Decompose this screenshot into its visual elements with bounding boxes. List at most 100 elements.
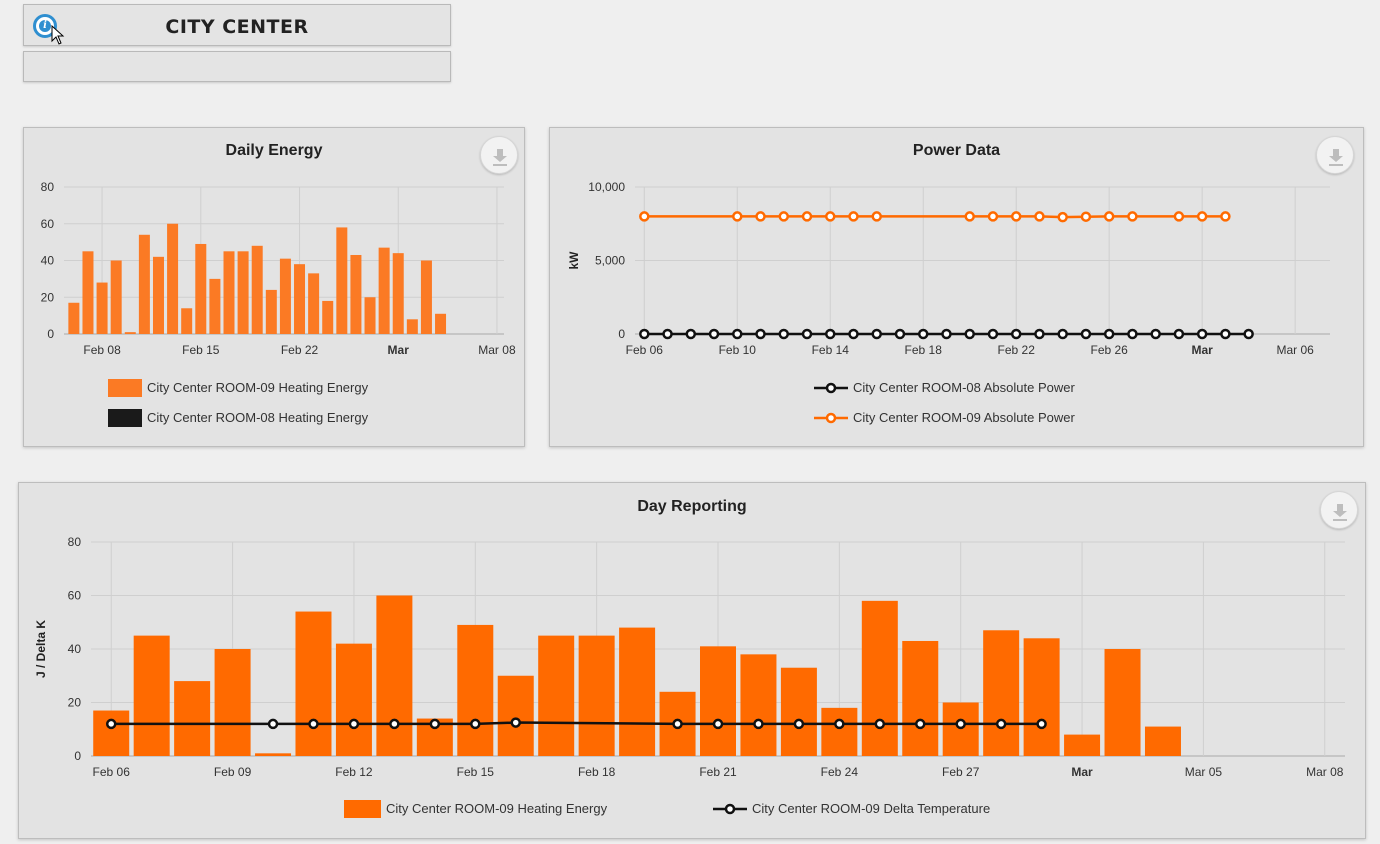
data-point: [755, 211, 766, 222]
mouse-pointer-icon: [51, 25, 65, 45]
data-point: [1010, 328, 1022, 340]
y-tick-label: 5,000: [595, 254, 625, 268]
y-tick-label: 20: [41, 290, 55, 304]
data-point: [1196, 211, 1208, 222]
download-button[interactable]: [1320, 491, 1358, 529]
site-title: CITY CENTER: [165, 16, 309, 38]
download-button[interactable]: [480, 136, 518, 174]
data-point: [834, 718, 845, 730]
data-point: [1103, 211, 1115, 222]
data-point: [1220, 328, 1231, 340]
bar: [435, 313, 447, 334]
data-point: [801, 328, 813, 340]
bar: [1023, 638, 1060, 756]
bar: [336, 227, 348, 334]
data-point: [1010, 211, 1022, 222]
bar: [294, 264, 306, 334]
download-icon: [493, 149, 507, 166]
x-tick-label: Feb 09: [214, 765, 252, 779]
data-point: [871, 211, 882, 222]
legend-label: City Center ROOM-09 Delta Temperature: [752, 801, 990, 816]
bar: [376, 595, 413, 756]
data-point: [955, 718, 966, 730]
y-tick-label: 60: [41, 217, 55, 231]
power-data-panel: Power Data 0 5,000 10,000 Feb 06 Feb 10 Feb 1…: [549, 127, 1364, 447]
data-point: [964, 211, 975, 222]
bar: [279, 258, 291, 334]
y-tick-label: 60: [68, 589, 82, 603]
bar: [392, 253, 404, 334]
x-tick-label: Feb 14: [812, 343, 850, 357]
data-point: [987, 328, 999, 340]
bar: [942, 702, 979, 756]
x-tick-label: Feb 24: [821, 765, 859, 779]
bar: [82, 251, 94, 334]
x-tick-label: Mar: [1071, 765, 1093, 779]
download-button[interactable]: [1316, 136, 1354, 174]
legend-swatch: [108, 409, 142, 427]
y-axis-label: J / Delta K: [34, 620, 48, 678]
bar: [295, 611, 332, 756]
data-point: [825, 328, 836, 340]
data-point: [793, 718, 805, 730]
x-tick-label: Mar: [388, 343, 410, 357]
x-tick-label: Feb 21: [699, 765, 737, 779]
data-point: [1127, 328, 1138, 340]
bar: [251, 245, 263, 334]
bar: [209, 278, 221, 334]
data-point: [1173, 328, 1185, 340]
data-point: [848, 328, 859, 340]
data-point: [753, 718, 764, 730]
bar: [364, 297, 376, 334]
series-line: [111, 721, 1042, 726]
legend-marker: [825, 412, 837, 424]
x-tick-label: Mar 08: [1306, 765, 1344, 779]
bar: [1144, 726, 1181, 756]
legend-label: City Center ROOM-09 Heating Energy: [147, 380, 369, 395]
data-point: [708, 328, 720, 340]
data-point: [964, 328, 975, 340]
data-point: [672, 718, 683, 730]
data-point: [510, 717, 521, 728]
info-icon[interactable]: i: [33, 14, 57, 38]
day-reporting-chart: 0 20 40 60 80 Feb 06 Feb 09 Feb 12 Feb 15 Feb 18 F…: [34, 535, 1345, 818]
y-tick-label: 80: [68, 535, 82, 549]
data-point: [778, 211, 790, 222]
subtitle-box: [23, 51, 451, 82]
x-tick-label: Feb 15: [182, 343, 220, 357]
y-tick-label: 40: [68, 642, 82, 656]
day-reporting-panel: Day Reporting 0 20 40 60 80 Feb 06 Feb 09 Feb 1…: [18, 482, 1366, 839]
series-line: [644, 215, 1226, 219]
data-point: [1080, 328, 1092, 340]
bar: [110, 260, 122, 334]
daily-energy-chart: 0 20 40 60 80 Feb 08 Feb 15 Feb 22 Mar Mar 08 City…: [41, 180, 516, 427]
power-data-chart: 0 5,000 10,000 Feb 06 Feb 10 Feb 14 Feb 18 Feb …: [567, 180, 1330, 425]
data-point: [639, 328, 650, 340]
bar: [174, 681, 211, 756]
data-point: [825, 211, 836, 222]
data-point: [732, 328, 743, 340]
x-tick-label: Feb 18: [578, 765, 616, 779]
bar: [821, 707, 858, 756]
legend-marker: [825, 382, 837, 394]
bar: [322, 300, 334, 334]
y-tick-label: 0: [74, 749, 81, 763]
legend-label: City Center ROOM-09 Absolute Power: [853, 410, 1075, 425]
legend-label: City Center ROOM-08 Heating Energy: [147, 410, 369, 425]
download-icon: [1333, 504, 1347, 521]
y-tick-label: 0: [618, 327, 625, 341]
bar: [214, 649, 251, 756]
data-point: [848, 211, 859, 222]
x-tick-label: Feb 08: [83, 343, 121, 357]
bar: [68, 302, 80, 334]
bar: [96, 282, 108, 334]
bar: [237, 251, 249, 334]
bar: [780, 667, 817, 756]
legend-label: City Center ROOM-09 Heating Energy: [386, 801, 608, 816]
bar: [255, 753, 292, 756]
bar: [578, 635, 615, 756]
data-point: [712, 718, 724, 730]
data-point: [732, 211, 743, 222]
data-point: [662, 328, 673, 340]
data-point: [1036, 718, 1047, 730]
